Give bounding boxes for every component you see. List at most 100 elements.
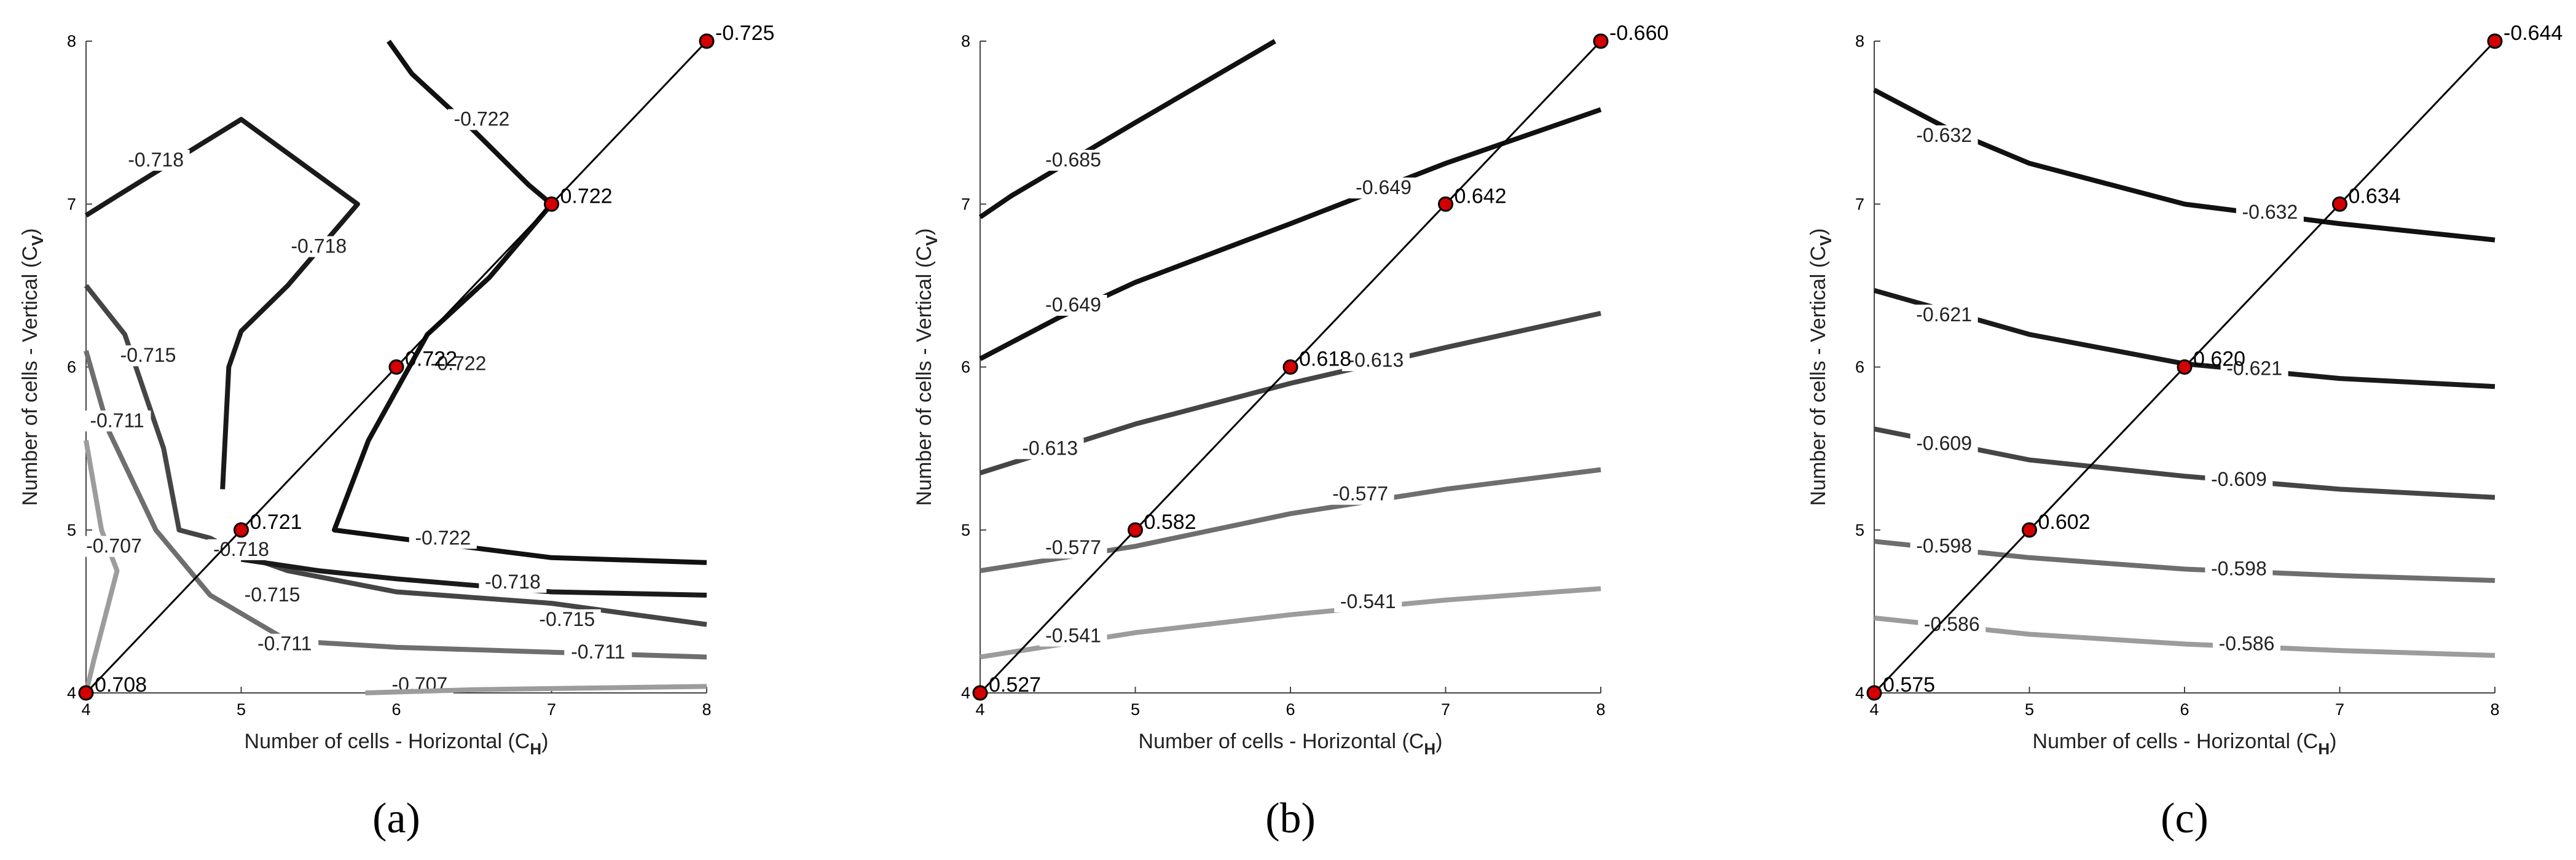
y-axis-label: Number of cells - Vertical (CV) <box>913 229 941 506</box>
contour-line <box>84 117 360 490</box>
y-tick-label: 6 <box>961 358 970 377</box>
contour-line <box>240 557 707 598</box>
point-value-label: 0.722 <box>405 348 457 371</box>
contour-label-bg <box>2220 358 2288 380</box>
contour-line <box>84 440 120 694</box>
contour-label: -0.711 <box>90 409 144 431</box>
contour-label-bg <box>2205 469 2273 490</box>
contour-label-bg <box>114 345 182 367</box>
contour-label-bg <box>1039 625 1107 647</box>
contour-line <box>978 39 1276 219</box>
contour-line <box>84 350 707 660</box>
contour-label-bg <box>1910 125 1978 147</box>
contour-label-bg <box>1334 591 1402 612</box>
y-tick-label: 8 <box>961 32 970 50</box>
data-point <box>2487 33 2503 49</box>
y-axis-label-main: Number of cells - Vertical (C <box>18 246 42 506</box>
x-axis-label-main: Number of cells - Horizontal (C <box>2033 730 2319 753</box>
y-tick-label: 7 <box>961 195 970 213</box>
contour-label: -0.609 <box>2211 468 2267 490</box>
x-tick-label: 4 <box>81 700 90 719</box>
x-axis-label-main: Number of cells - Horizontal (C <box>245 730 530 753</box>
contour-label-bg <box>1039 295 1107 316</box>
x-tick-label: 4 <box>1869 700 1879 719</box>
y-tick-label: 6 <box>1855 358 1864 377</box>
contour-label-bg <box>83 410 151 432</box>
x-tick-label: 6 <box>1286 700 1295 719</box>
contour-label: -0.707 <box>86 535 142 557</box>
contour-label: -0.649 <box>1356 176 1412 198</box>
x-tick-label: 8 <box>1596 700 1605 719</box>
y-tick-label: 8 <box>1855 32 1864 50</box>
contour-label: -0.632 <box>1916 124 1972 146</box>
contour-label: -0.718 <box>485 571 541 593</box>
contour-label-bg <box>2236 201 2304 223</box>
data-point <box>544 196 559 212</box>
contour-label: -0.711 <box>257 633 312 655</box>
point-value-label: 0.602 <box>2038 510 2091 534</box>
contour-label: -0.598 <box>1916 535 1972 557</box>
y-tick-label: 4 <box>67 684 76 702</box>
x-tick-label: 6 <box>391 700 401 719</box>
contour-label-bg <box>1910 536 1978 557</box>
data-point <box>1866 685 1882 701</box>
x-axis-label-end: ) <box>1435 730 1442 753</box>
point-value-label: 0.708 <box>95 673 147 697</box>
contour-label-bg <box>409 528 477 549</box>
contour-label-bg <box>533 609 601 630</box>
data-point <box>1282 359 1298 375</box>
y-axis-label: Number of cells - Vertical (CV) <box>1807 229 1835 506</box>
contour-label: -0.577 <box>1332 483 1388 505</box>
contour-label: -0.613 <box>1348 349 1404 371</box>
contour-line <box>84 284 707 627</box>
contour-label: -0.711 <box>571 641 625 663</box>
contour-label-bg <box>425 353 492 375</box>
contour-label-bg <box>285 236 353 257</box>
panel-a: 4 5 6 7 8 4 5 6 7 8 Number of cells - Horizontal (… <box>18 22 774 842</box>
x-tick-label: 7 <box>547 700 556 719</box>
x-axis-label-sub: H <box>530 740 541 758</box>
point-value-label: -0.660 <box>1609 22 1668 45</box>
x-axis-label-main: Number of cells - Horizontal (C <box>1139 730 1424 753</box>
data-point <box>78 685 94 701</box>
contour-label: -0.632 <box>2242 201 2298 223</box>
panel-b: 4 5 6 7 8 4 5 6 7 8 Number of cells - Horizontal (… <box>913 22 1668 842</box>
y-tick-label: 8 <box>67 32 76 50</box>
y-tick-label: 4 <box>1855 684 1864 702</box>
x-axis-label: Number of cells - Horizontal (CH) <box>1139 730 1443 758</box>
point-value-label: -0.725 <box>715 22 774 45</box>
data-point <box>699 33 715 49</box>
point-value-label: 0.527 <box>989 673 1041 697</box>
contour-line <box>1873 88 2496 243</box>
contour-line <box>979 107 1602 361</box>
data-point <box>972 685 988 701</box>
x-tick-label: 7 <box>1441 700 1450 719</box>
contour-label-bg <box>1910 304 1978 326</box>
contour-label: -0.577 <box>1045 536 1101 558</box>
x-axis-label: Number of cells - Horizontal (CH) <box>245 730 549 758</box>
y-axis-label-sub: V <box>922 235 941 246</box>
y-axis-label-main: Number of cells - Vertical (C <box>1807 246 1830 506</box>
contour-label: -0.541 <box>1045 624 1101 646</box>
contour-line <box>980 586 1601 660</box>
y-axis-label-end: ) <box>913 229 936 235</box>
contour-label-bg <box>447 109 516 130</box>
y-axis-label-end: ) <box>1807 229 1830 235</box>
data-point <box>1438 196 1453 212</box>
y-tick-label: 7 <box>67 195 76 213</box>
x-tick-label: 8 <box>2490 700 2499 719</box>
contour-label-bg <box>80 536 148 557</box>
contour-label: -0.715 <box>539 608 595 630</box>
contour-label-bg <box>1016 438 1084 459</box>
point-value-label: 0.618 <box>1299 348 1351 371</box>
point-value-label: 0.722 <box>560 184 613 208</box>
data-point <box>2022 522 2037 538</box>
y-tick-label: 7 <box>1855 195 1864 213</box>
y-tick-label: 4 <box>961 684 970 702</box>
x-tick-label: 4 <box>975 700 984 719</box>
contour-label: -0.722 <box>431 353 487 375</box>
contour-label: -0.541 <box>1340 590 1396 612</box>
contour-label-bg <box>2213 633 2280 655</box>
contour-label-bg <box>251 633 319 655</box>
contour-label: -0.715 <box>120 344 176 366</box>
